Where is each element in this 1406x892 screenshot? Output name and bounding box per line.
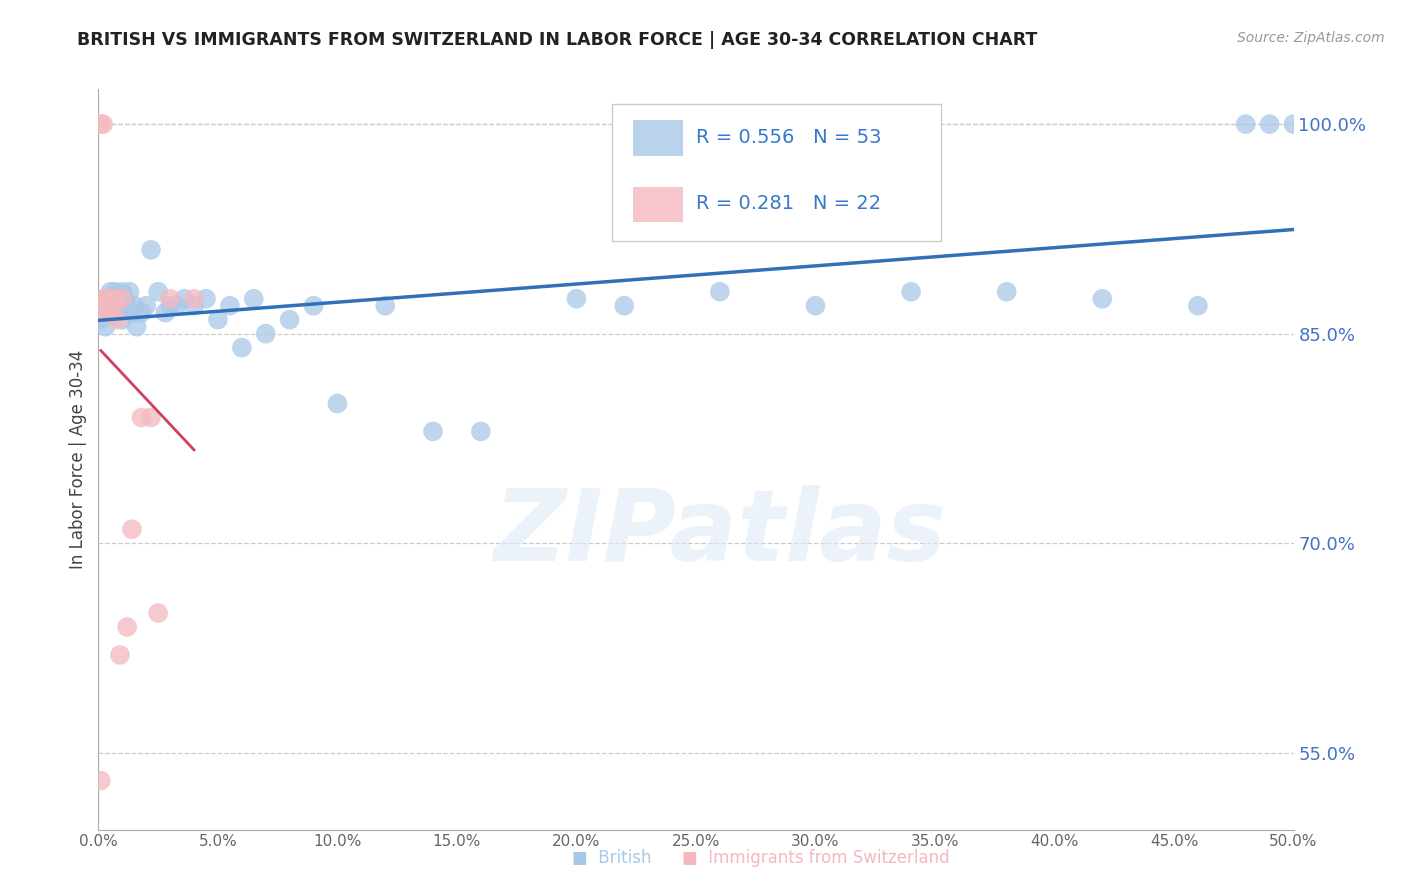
Point [139,243,162,257]
Point [804,299,827,313]
Point [139,410,162,425]
Point [108,648,131,662]
Point [91,292,114,306]
Point [104,285,127,299]
Text: BRITISH VS IMMIGRANTS FROM SWITZERLAND IN LABOR FORCE | AGE 30-34 CORRELATION CH: BRITISH VS IMMIGRANTS FROM SWITZERLAND I… [77,31,1038,49]
Point [104,292,127,306]
Point [114,292,136,306]
Point [166,299,188,313]
Point [278,312,301,326]
Point [121,306,143,320]
Point [97,292,120,306]
Point [94,319,117,334]
Point [470,425,492,439]
Point [1187,299,1209,313]
Point [121,522,143,536]
Point [104,306,127,320]
Point [326,396,349,410]
Point [207,312,229,326]
Point [254,326,277,341]
Point [107,292,129,306]
Point [173,292,195,306]
Point [98,299,122,313]
Point [94,299,117,313]
Point [148,606,170,620]
Point [98,306,122,320]
Point [565,292,588,306]
Point [183,299,205,313]
Point [94,306,117,320]
Point [94,292,117,306]
FancyBboxPatch shape [613,104,941,241]
Point [1282,117,1305,131]
Point [231,341,253,355]
Point [124,299,146,313]
Point [90,312,112,326]
Point [1234,117,1257,131]
Text: ZIPatlas: ZIPatlas [494,485,946,582]
Point [98,306,122,320]
Point [115,299,138,313]
Text: Source: ZipAtlas.com: Source: ZipAtlas.com [1237,31,1385,45]
Point [1258,117,1281,131]
Point [183,292,205,306]
Point [111,285,134,299]
Point [613,299,636,313]
Point [302,299,325,313]
Text: R = 0.556   N = 53: R = 0.556 N = 53 [696,128,882,147]
Point [115,620,138,634]
Point [219,299,242,313]
Point [995,285,1018,299]
Point [709,285,731,299]
Point [107,312,129,326]
Point [155,306,177,320]
Point [98,285,122,299]
Point [1091,292,1114,306]
Point [101,299,124,313]
Point [135,299,157,313]
Point [101,299,124,313]
Text: R = 0.281   N = 22: R = 0.281 N = 22 [696,194,882,213]
Point [131,306,153,320]
Point [94,292,117,306]
Point [97,299,120,313]
Point [243,292,266,306]
Point [90,773,112,788]
Point [159,292,181,306]
Point [111,292,134,306]
Point [108,299,131,313]
Point [118,285,141,299]
Point [422,425,444,439]
FancyBboxPatch shape [633,120,683,156]
Point [900,285,922,299]
Text: ■  British: ■ British [572,849,651,867]
Point [90,117,112,131]
Point [125,319,148,334]
Point [159,299,181,313]
Point [97,292,120,306]
FancyBboxPatch shape [633,187,683,222]
Point [91,299,114,313]
Point [374,299,396,313]
Point [195,292,218,306]
Y-axis label: In Labor Force | Age 30-34: In Labor Force | Age 30-34 [69,350,87,569]
Point [148,285,170,299]
Point [111,312,134,326]
Point [131,410,153,425]
Text: ■  Immigrants from Switzerland: ■ Immigrants from Switzerland [682,849,949,867]
Point [91,117,114,131]
